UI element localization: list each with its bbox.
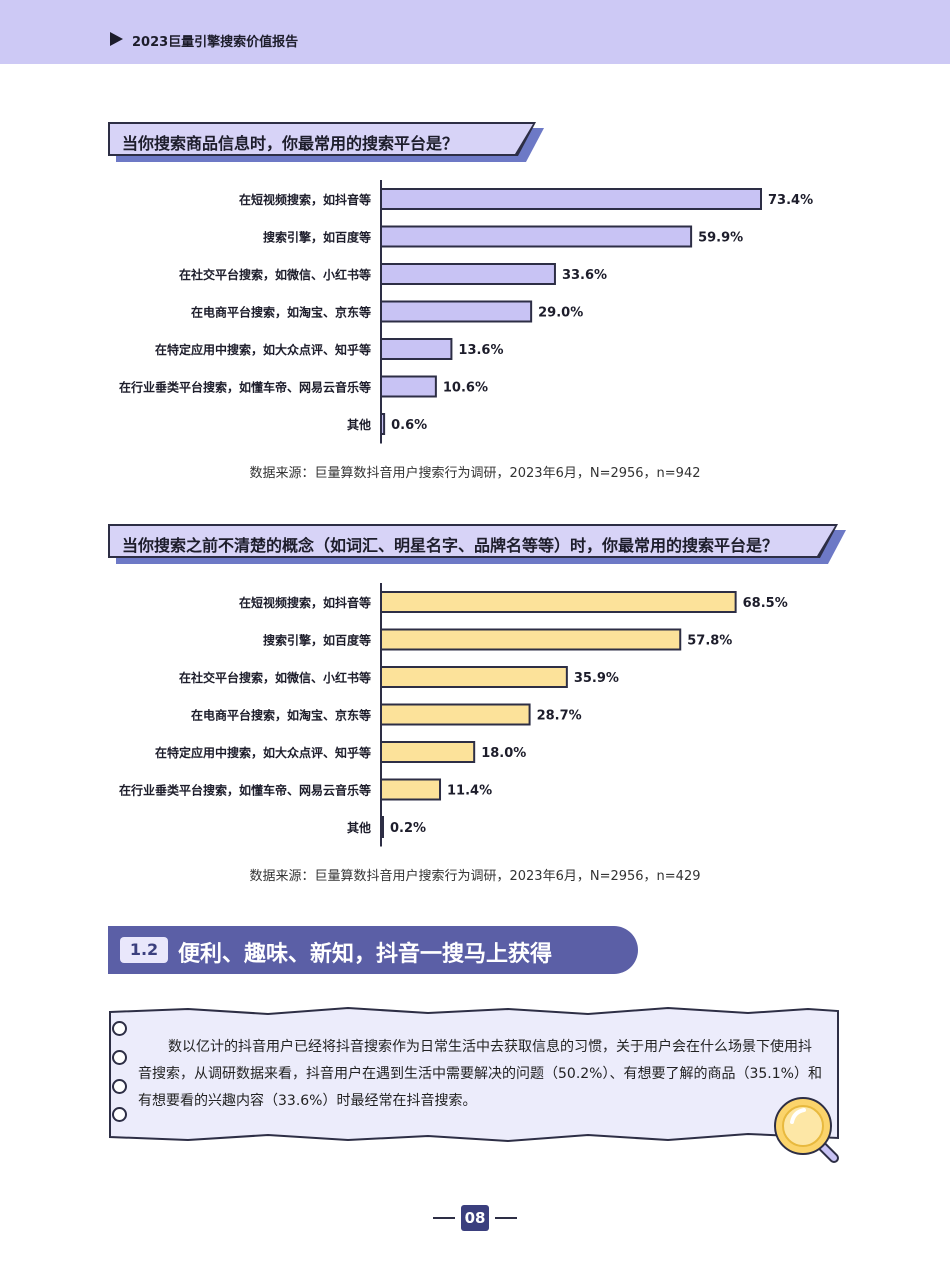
- chart-bar: [380, 741, 476, 763]
- category-label: 在社交平台搜索，如微信、小红书等: [179, 267, 371, 282]
- chart-bar: [380, 591, 737, 613]
- category-label: 在行业垂类平台搜索，如懂车帝、网易云音乐等: [119, 380, 371, 395]
- question-2-banner: 当你搜索之前不清楚的概念（如词汇、明星名字、品牌名等等）时，你最常用的搜索平台是…: [108, 524, 838, 558]
- value-label: 11.4%: [447, 784, 492, 799]
- note-text: 数以亿计的抖音用户已经将抖音搜索作为日常生活中去获取信息的习惯，关于用户会在什么…: [138, 1039, 822, 1109]
- question-1-title: 当你搜索商品信息时，你最常用的搜索平台是？: [122, 134, 459, 153]
- value-label: 29.0%: [538, 306, 583, 321]
- binder-ring-icon: [112, 1050, 127, 1065]
- category-label: 在特定应用中搜索，如大众点评、知乎等: [155, 342, 371, 357]
- value-label: 28.7%: [537, 709, 582, 724]
- page-number-value: 08: [461, 1205, 489, 1231]
- play-triangle-icon: [110, 32, 123, 46]
- chart-bar: [380, 263, 556, 285]
- category-label: 在电商平台搜索，如淘宝、京东等: [191, 708, 371, 723]
- section-title: 便利、趣味、新知，抖音一搜马上获得: [178, 942, 553, 967]
- bar-chart-concept-search: 在短视频搜索，如抖音等 68.5% 搜索引擎，如百度等 57.8% 在社交平台搜索，如微…: [119, 583, 788, 847]
- category-label: 在社交平台搜索，如微信、小红书等: [179, 670, 371, 685]
- category-label: 在短视频搜索，如抖音等: [239, 595, 371, 610]
- value-label: 10.6%: [443, 381, 488, 396]
- chart-bar: [380, 338, 453, 360]
- chart-bar: [380, 375, 437, 398]
- chart-bar: [380, 413, 386, 435]
- value-label: 35.9%: [574, 671, 619, 686]
- chart-bar: [380, 628, 682, 651]
- value-label: 59.9%: [698, 231, 743, 246]
- chart-bar: [380, 816, 384, 838]
- section-number: 1.2: [120, 937, 168, 963]
- value-label: 33.6%: [562, 268, 607, 283]
- value-label: 73.4%: [768, 193, 813, 208]
- value-label: 18.0%: [481, 746, 526, 761]
- section-heading: 1.2 便利、趣味、新知，抖音一搜马上获得: [108, 926, 638, 974]
- category-label: 在特定应用中搜索，如大众点评、知乎等: [155, 745, 371, 760]
- chart-2-source: 数据来源：巨量算数抖音用户搜索行为调研，2023年6月，N=2956，n=429: [249, 869, 701, 884]
- category-label: 搜索引擎，如百度等: [263, 633, 371, 648]
- category-label: 在行业垂类平台搜索，如懂车帝、网易云音乐等: [119, 783, 371, 798]
- chart-bar: [380, 778, 442, 801]
- page-number: 08: [0, 1205, 950, 1231]
- value-label: 0.6%: [391, 418, 427, 433]
- binder-ring-icon: [112, 1079, 127, 1094]
- category-label: 搜索引擎，如百度等: [263, 230, 371, 245]
- value-label: 13.6%: [458, 343, 503, 358]
- question-2-title: 当你搜索之前不清楚的概念（如词汇、明星名字、品牌名等等）时，你最常用的搜索平台是…: [122, 536, 779, 555]
- chart-bar: [380, 300, 533, 323]
- category-label: 其他: [347, 820, 371, 835]
- chart-bar: [380, 666, 568, 688]
- header-bar: 2023巨量引擎搜索价值报告: [0, 0, 950, 64]
- chart-bar: [380, 703, 531, 726]
- chart-bar: [380, 188, 762, 210]
- note-card-background: [109, 1006, 839, 1143]
- value-label: 57.8%: [687, 634, 732, 649]
- category-label: 在短视频搜索，如抖音等: [239, 192, 371, 207]
- binder-ring-icon: [112, 1021, 127, 1036]
- binder-ring-icon: [112, 1107, 127, 1122]
- value-label: 68.5%: [743, 596, 788, 611]
- magnifier-icon: [774, 1097, 839, 1163]
- report-title: 2023巨量引擎搜索价值报告: [132, 35, 299, 50]
- category-label: 其他: [347, 417, 371, 432]
- question-1-banner: 当你搜索商品信息时，你最常用的搜索平台是？: [108, 122, 536, 156]
- chart-1-source: 数据来源：巨量算数抖音用户搜索行为调研，2023年6月，N=2956，n=942: [249, 466, 701, 481]
- chart-bar: [380, 225, 693, 248]
- note-card: 数以亿计的抖音用户已经将抖音搜索作为日常生活中去获取信息的习惯，关于用户会在什么…: [108, 1004, 840, 1144]
- category-label: 在电商平台搜索，如淘宝、京东等: [191, 305, 371, 320]
- bar-chart-product-search: 在短视频搜索，如抖音等 73.4% 搜索引擎，如百度等 59.9% 在社交平台搜索，如微…: [119, 180, 813, 444]
- value-label: 0.2%: [390, 821, 426, 836]
